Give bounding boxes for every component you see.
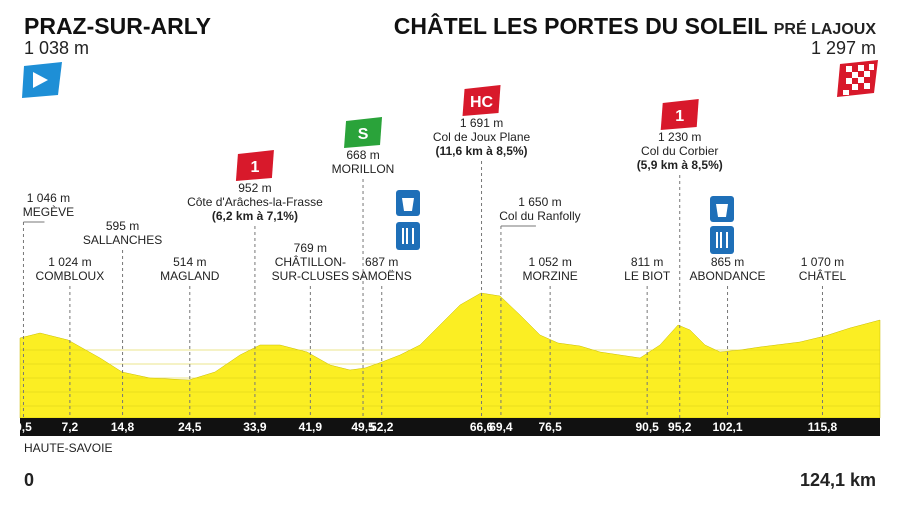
waypoint-name: Côte d'Arâches-la-Frasse xyxy=(187,195,323,209)
climb-badge xyxy=(344,117,383,148)
waypoint-name: COMBLOUX xyxy=(36,269,105,283)
waypoint-name: ABONDANCE xyxy=(690,269,766,283)
waypoint-name: Col du Corbier xyxy=(641,144,718,158)
start-arrow xyxy=(33,72,48,88)
km-label: 66,6 xyxy=(470,420,494,434)
waypoint-elevation: 668 m xyxy=(346,148,379,162)
waypoint-name: SALLANCHES xyxy=(83,233,162,247)
finish-elevation: 1 297 m xyxy=(811,38,876,58)
km-label: 76,5 xyxy=(538,420,562,434)
waypoint-elevation: 952 m xyxy=(238,181,271,195)
waypoint-name: CHÂTEL xyxy=(799,268,847,283)
badge-text: HC xyxy=(470,94,494,111)
waypoint-name: MAGLAND xyxy=(160,269,220,283)
climb-detail: (6,2 km à 7,1%) xyxy=(212,209,298,223)
start-elevation: 1 038 m xyxy=(24,38,89,58)
waypoint-elevation: 769 m xyxy=(294,241,327,255)
climb-detail: (5,9 km à 8,5%) xyxy=(637,158,723,172)
finish-suffix: PRÉ LAJOUX xyxy=(774,19,877,38)
km-label: 69,4 xyxy=(489,420,513,434)
badge-text: 1 xyxy=(250,159,259,176)
waypoint-name: MEGÈVE xyxy=(23,204,74,219)
climb-badge xyxy=(235,150,274,181)
km-label: 102,1 xyxy=(713,420,743,434)
waypoint-elevation: 595 m xyxy=(106,219,139,233)
waypoint-elevation: 1 230 m xyxy=(658,130,701,144)
distance-end: 124,1 km xyxy=(800,470,876,490)
waypoint-name: LE BIOT xyxy=(624,269,671,283)
km-label: 0,5 xyxy=(15,420,32,434)
finish-name: CHÂTEL LES PORTES DU SOLEIL xyxy=(394,12,768,39)
waypoint-name: SAMOËNS xyxy=(352,269,412,283)
waypoint-elevation: 1 691 m xyxy=(460,116,503,130)
region: HAUTE-SAVOIE xyxy=(24,441,112,455)
waypoint-elevation: 1 024 m xyxy=(48,255,91,269)
climb-badge xyxy=(462,85,501,116)
waypoint-elevation: 1 650 m xyxy=(518,195,561,209)
waypoint-name: SUR-CLUSES xyxy=(272,269,349,283)
km-bar xyxy=(20,418,880,436)
distance-start: 0 xyxy=(24,470,34,490)
waypoint-name: MORILLON xyxy=(332,162,395,176)
km-label: 90,5 xyxy=(635,420,659,434)
profile-lines xyxy=(20,349,880,407)
profile xyxy=(19,292,881,419)
km-label: 24,5 xyxy=(178,420,202,434)
climb-badge xyxy=(660,99,699,130)
waypoint-elevation: 865 m xyxy=(711,255,744,269)
km-label: 49,5 xyxy=(351,420,375,434)
km-label: 41,9 xyxy=(299,420,323,434)
waypoint-name: MORZINE xyxy=(522,269,577,283)
km-label: 52,2 xyxy=(370,420,394,434)
waypoint-name: Col du Ranfolly xyxy=(499,209,580,223)
waypoint-elevation: 514 m xyxy=(173,255,206,269)
km-label: 33,9 xyxy=(243,420,267,434)
finish-title: CHÂTEL LES PORTES DU SOLEIL PRÉ LAJOUX xyxy=(394,12,877,39)
waypoint-elevation: 1 046 m xyxy=(27,191,70,205)
icons-abondance xyxy=(710,196,734,254)
waypoint-name: Col de Joux Plane xyxy=(433,130,531,144)
waypoint-name: CHÂTILLON- xyxy=(275,254,346,269)
waypoint-elevation: 1 052 m xyxy=(528,255,571,269)
badge-text: 1 xyxy=(675,108,684,125)
badge-text: S xyxy=(358,126,369,143)
km-label: 14,8 xyxy=(111,420,135,434)
km-label: 115,8 xyxy=(808,420,838,434)
waypoint-elevation: 687 m xyxy=(365,255,398,269)
waypoint-elevation: 1 070 m xyxy=(801,255,844,269)
climb-detail: (11,6 km à 8,5%) xyxy=(435,144,527,158)
km-label: 95,2 xyxy=(668,420,692,434)
start-name: PRAZ-SUR-ARLY xyxy=(24,13,211,39)
finish-flag xyxy=(837,60,878,97)
icons-samoens xyxy=(396,190,420,250)
waypoint-elevation: 811 m xyxy=(631,255,663,269)
km-label: 7,2 xyxy=(62,420,79,434)
